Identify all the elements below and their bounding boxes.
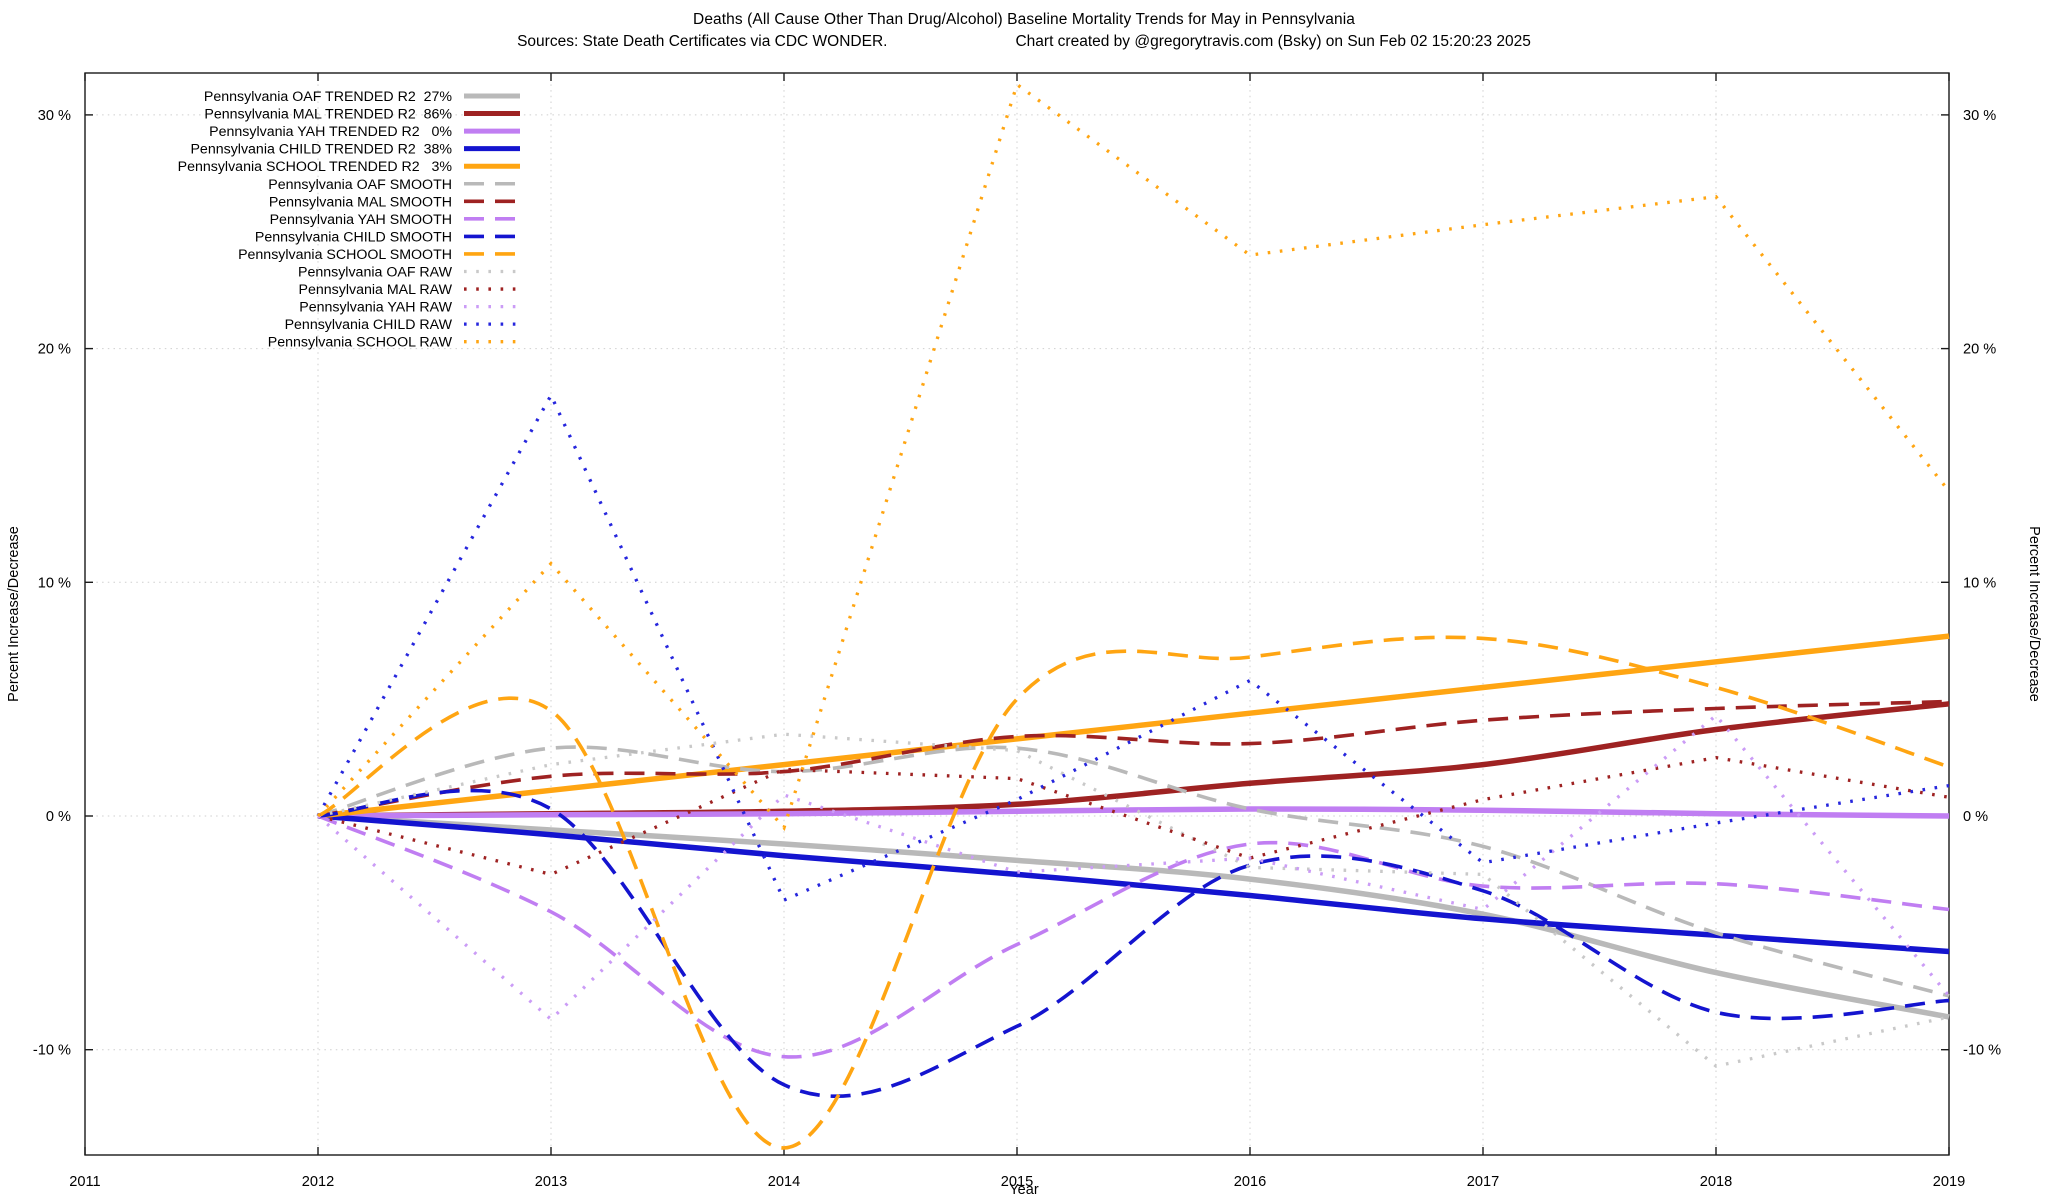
legend-label: Pennsylvania SCHOOL RAW bbox=[268, 335, 453, 351]
series-line-oaf-trended bbox=[317, 813, 1950, 1020]
y-tick-label-left: -10 % bbox=[33, 1043, 71, 1059]
x-tick-label: 2018 bbox=[1700, 1174, 1732, 1190]
y-tick-label-right: -10 % bbox=[1963, 1043, 2001, 1059]
series-line-oaf-raw bbox=[317, 732, 1950, 1068]
x-tick-label: 2011 bbox=[69, 1174, 100, 1190]
legend-label: Pennsylvania MAL RAW bbox=[299, 282, 453, 298]
y-tick-label-right: 30 % bbox=[1963, 108, 1996, 124]
series-line-child-raw bbox=[316, 391, 1950, 903]
series-line-mal-smooth bbox=[317, 699, 1950, 818]
legend-label: Pennsylvania YAH RAW bbox=[299, 300, 452, 316]
x-tick-label: 2012 bbox=[302, 1174, 334, 1190]
legend-label: Pennsylvania SCHOOL SMOOTH bbox=[238, 247, 452, 263]
legend-label: Pennsylvania MAL TRENDED R2 86% bbox=[204, 107, 452, 123]
series-line-child-trended bbox=[317, 813, 1950, 955]
x-tick-label: 2017 bbox=[1467, 1174, 1499, 1190]
legend-label: Pennsylvania YAH TRENDED R2 0% bbox=[209, 124, 452, 140]
chart-subtitle: Sources: State Death Certificates via CD… bbox=[0, 33, 2048, 51]
x-tick-label: 2015 bbox=[1001, 1174, 1033, 1190]
subtitle-credit: Chart created by @gregorytravis.com (Bsk… bbox=[1015, 33, 1531, 50]
x-axis-label: Year bbox=[1009, 1182, 1039, 1198]
legend-label: Pennsylvania CHILD SMOOTH bbox=[255, 229, 452, 245]
x-tick-label: 2016 bbox=[1234, 1174, 1266, 1190]
series-line-oaf-smooth bbox=[317, 745, 1950, 998]
series-line-school-trended bbox=[317, 633, 1950, 819]
y-tick-label-left: 0 % bbox=[46, 809, 71, 825]
x-tick-label: 2019 bbox=[1933, 1174, 1965, 1190]
y-tick-label-right: 0 % bbox=[1963, 809, 1988, 825]
x-tick-label: 2014 bbox=[768, 1174, 800, 1190]
series-line-mal-raw bbox=[317, 755, 1950, 877]
y-tick-label-right: 10 % bbox=[1963, 575, 1996, 591]
legend-label: Pennsylvania CHILD RAW bbox=[285, 317, 453, 333]
legend-label: Pennsylvania MAL SMOOTH bbox=[269, 194, 452, 210]
series-line-school-smooth bbox=[317, 635, 1950, 1150]
legend-label: Pennsylvania OAF SMOOTH bbox=[268, 177, 452, 193]
series-line-yah-smooth bbox=[317, 814, 1950, 1059]
series-line-school-raw bbox=[316, 81, 1951, 831]
legend-label: Pennsylvania OAF TRENDED R2 27% bbox=[204, 89, 452, 105]
legend-label: Pennsylvania YAH SMOOTH bbox=[270, 212, 452, 228]
legend-label: Pennsylvania OAF RAW bbox=[298, 265, 453, 281]
y-tick-label-left: 30 % bbox=[38, 108, 71, 124]
y-tick-label-right: 20 % bbox=[1963, 342, 1996, 358]
y-tick-label-left: 20 % bbox=[38, 342, 71, 358]
legend-label: Pennsylvania SCHOOL TRENDED R2 3% bbox=[178, 159, 453, 175]
chart-title: Deaths (All Cause Other Than Drug/Alcoho… bbox=[693, 11, 1355, 28]
series-line-child-smooth bbox=[317, 788, 1950, 1098]
y-tick-label-left: 10 % bbox=[38, 575, 71, 591]
x-tick-label: 2013 bbox=[535, 1174, 567, 1190]
legend-label: Pennsylvania CHILD TRENDED R2 38% bbox=[190, 142, 452, 158]
series-line-yah-trended bbox=[317, 806, 1950, 819]
subtitle-sources: Sources: State Death Certificates via CD… bbox=[517, 33, 888, 50]
